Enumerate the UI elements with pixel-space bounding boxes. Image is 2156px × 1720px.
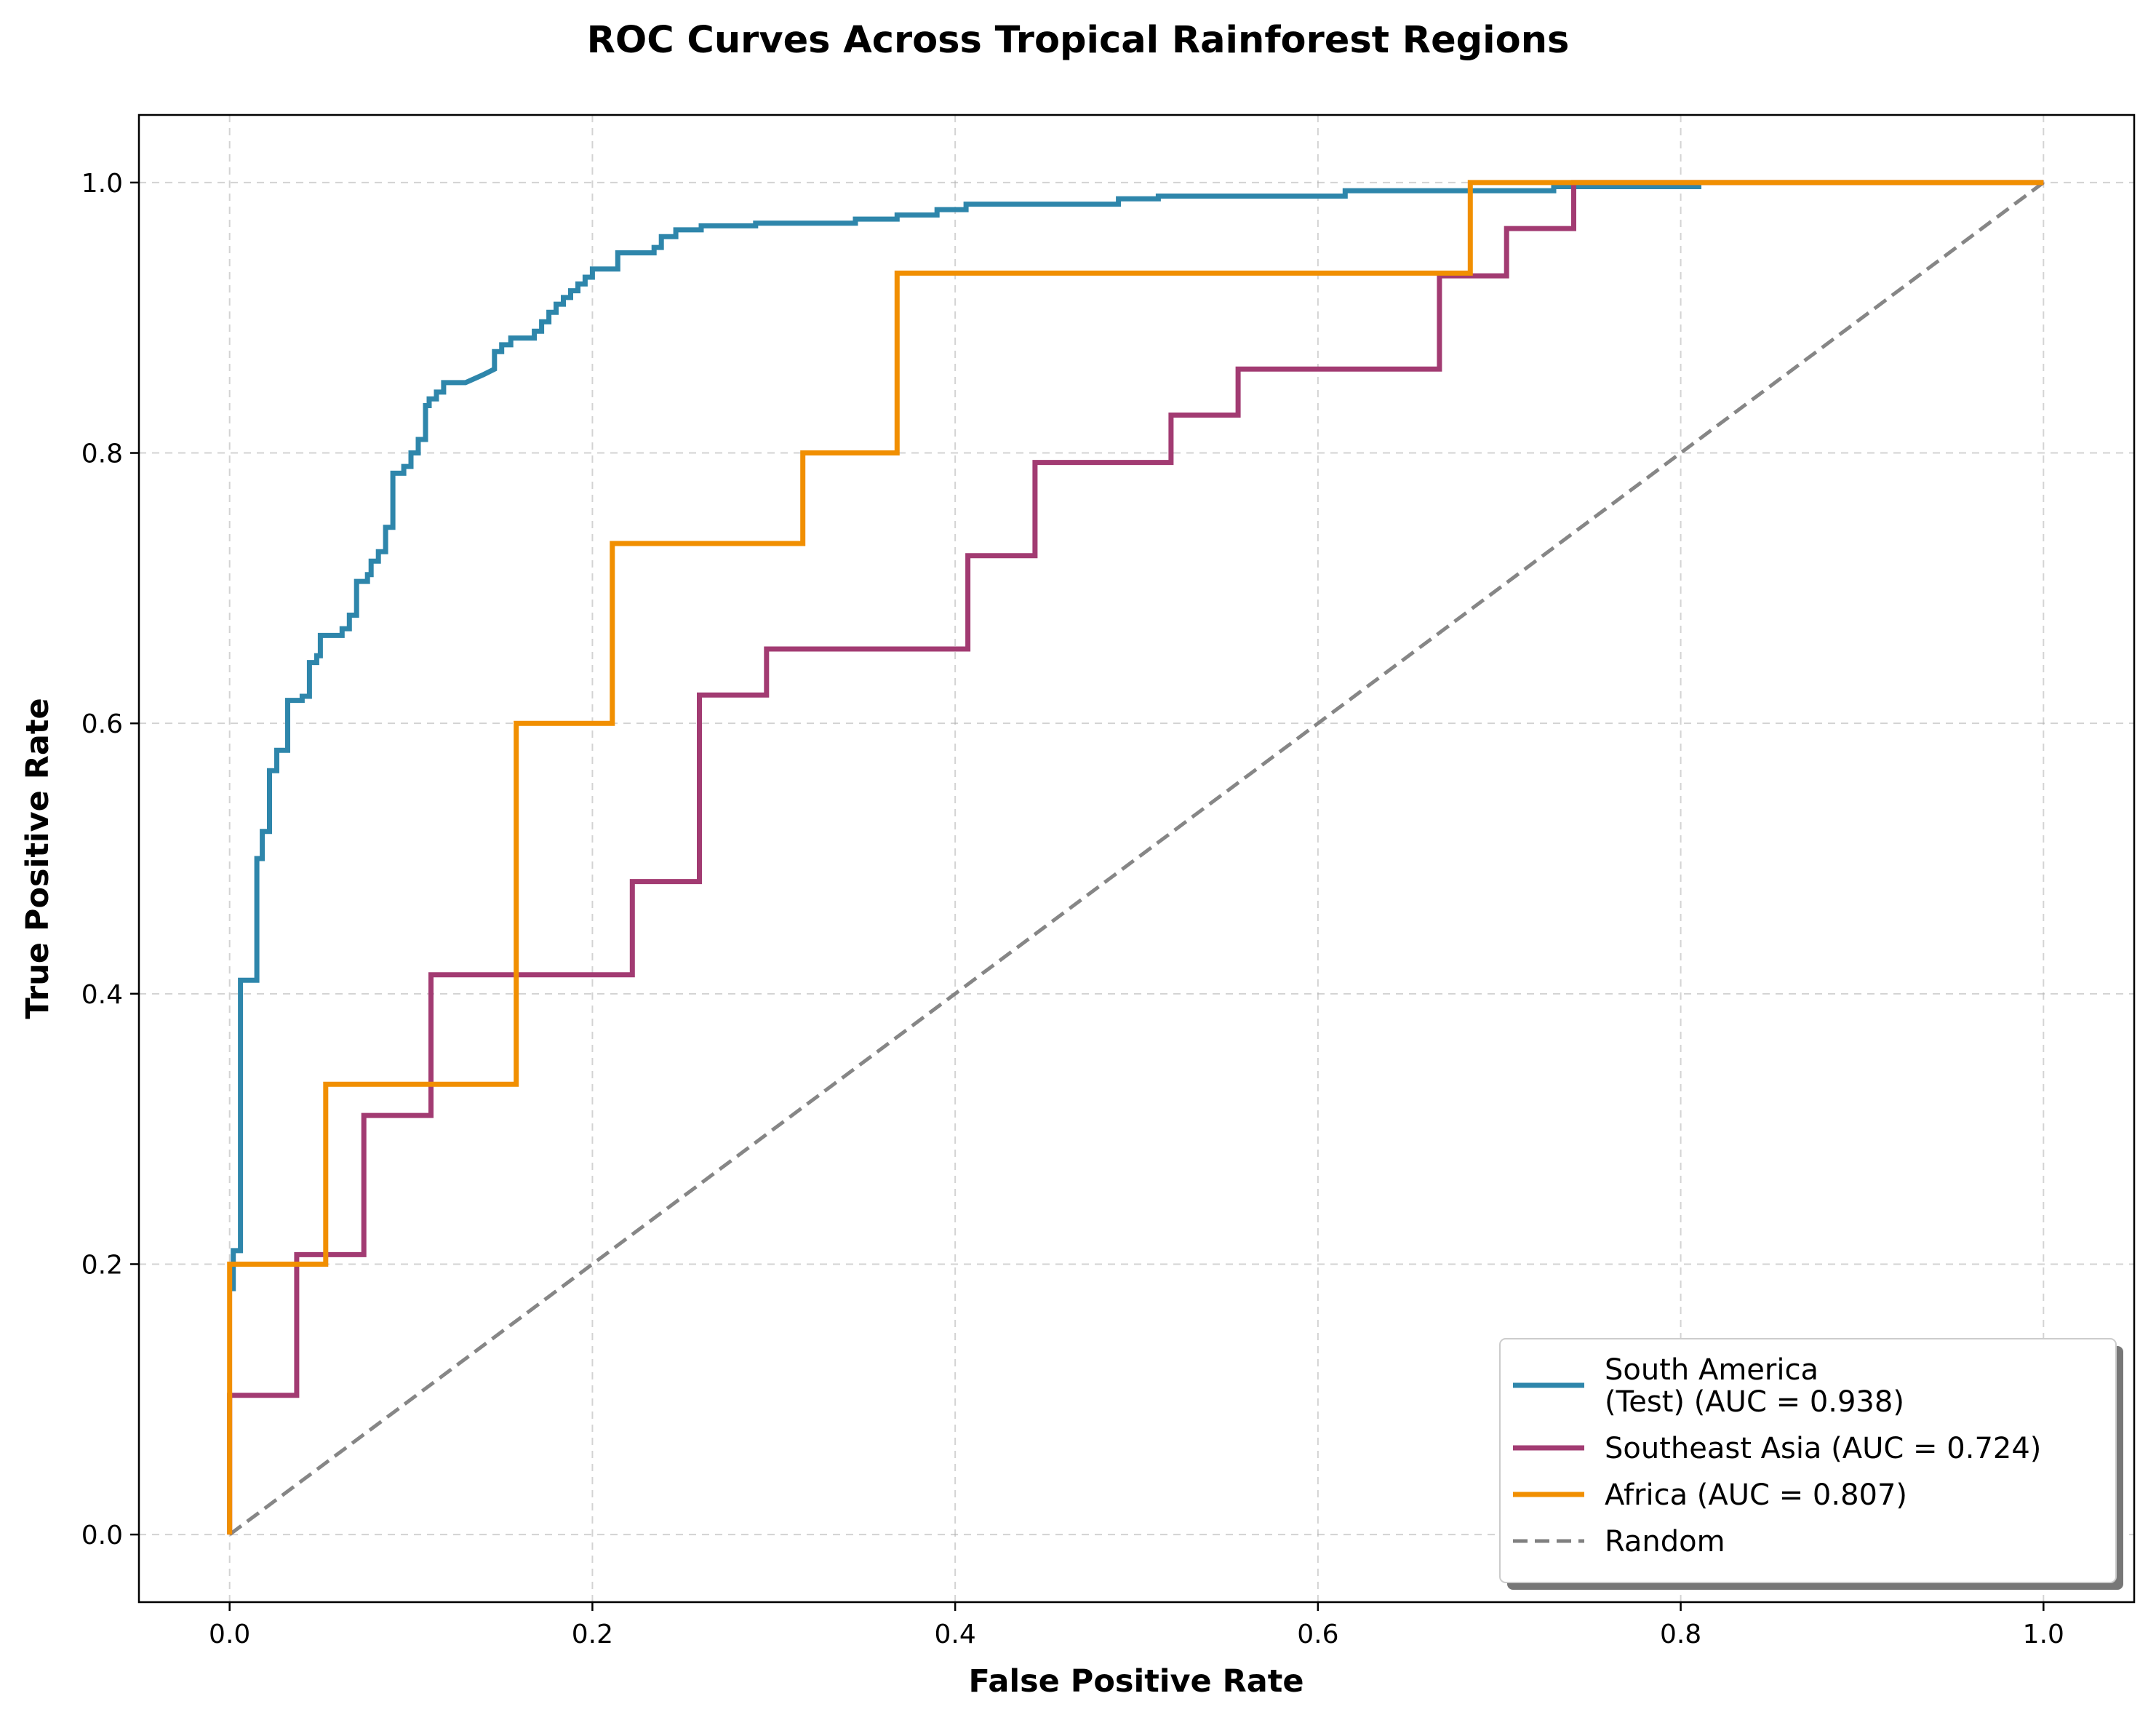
legend-box	[1499, 1338, 2117, 1583]
x-axis-label: False Positive Rate	[968, 1663, 1303, 1700]
chart-title: ROC Curves Across Tropical Rainforest Re…	[587, 19, 1570, 62]
x-tick-label: 1.0	[2023, 1620, 2064, 1649]
y-axis-label: True Positive Rate	[20, 698, 56, 1019]
legend-label: Random	[1605, 1525, 1725, 1558]
x-tick-label: 0.6	[1297, 1620, 1338, 1649]
y-tick-label: 0.4	[81, 980, 123, 1010]
series-lines	[227, 180, 2045, 1537]
y-tick-label: 0.0	[81, 1521, 123, 1550]
legend-label: Africa (AUC = 0.807)	[1605, 1478, 1907, 1512]
legend-label: Southeast Asia (AUC = 0.724)	[1605, 1432, 2041, 1465]
x-tick-label: 0.4	[935, 1620, 976, 1649]
grid-lines	[139, 115, 2134, 1602]
y-tick-label: 0.6	[81, 709, 123, 739]
x-tick-label: 0.0	[209, 1620, 250, 1649]
legend: South America(Test) (AUC = 0.938) Southea…	[1499, 1338, 2123, 1590]
x-tick-label: 0.8	[1660, 1620, 1701, 1649]
axis-ticks: 0.0 0.2 0.4 0.6 0.8 1.0 0.0 0.2 0.4 0.6 0.8 1.0	[81, 169, 2064, 1649]
series-line-3	[228, 180, 2045, 1537]
y-tick-label: 1.0	[81, 169, 123, 199]
legend-label: (Test) (AUC = 0.938)	[1605, 1385, 1904, 1419]
y-tick-label: 0.8	[81, 439, 123, 469]
plot-frame	[137, 114, 2136, 1604]
series-line-2	[227, 180, 2044, 1535]
y-tick-label: 0.2	[81, 1250, 123, 1280]
x-tick-label: 0.2	[572, 1620, 613, 1649]
series-line-1	[227, 180, 2044, 1535]
legend-label: South America	[1605, 1353, 1818, 1387]
series-line-0	[231, 182, 1701, 1291]
